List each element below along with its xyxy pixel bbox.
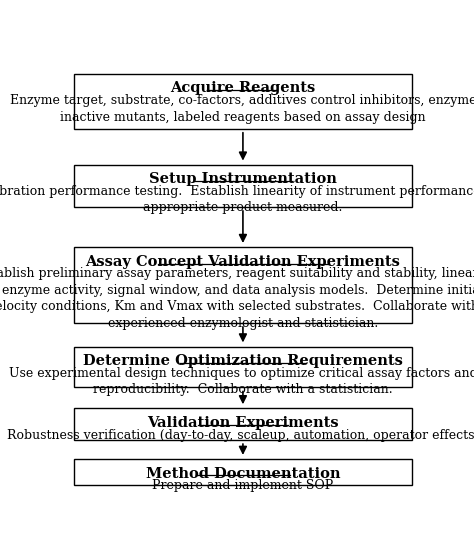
Text: Method Documentation: Method Documentation (146, 467, 340, 480)
Text: Robustness verification (day-to-day, scaleup, automation, operator effects): Robustness verification (day-to-day, sca… (7, 429, 474, 442)
Text: Acquire Reagents: Acquire Reagents (170, 81, 316, 96)
Bar (74, 347, 412, 387)
Text: Assay Concept Validation Experiments: Assay Concept Validation Experiments (85, 254, 401, 269)
Text: Prepare and implement SOP: Prepare and implement SOP (152, 479, 334, 492)
Text: Establish preliminary assay parameters, reagent suitability and stability, linea: Establish preliminary assay parameters, … (0, 268, 474, 330)
Bar (74, 165, 412, 207)
Text: Use experimental design techniques to optimize critical assay factors and
reprod: Use experimental design techniques to op… (9, 367, 474, 396)
Bar (74, 408, 412, 440)
Text: Enzyme target, substrate, co-factors, additives control inhibitors, enzyme
inact: Enzyme target, substrate, co-factors, ad… (9, 94, 474, 123)
Text: Validation Experiments: Validation Experiments (147, 416, 339, 430)
Text: Setup Instrumentation: Setup Instrumentation (149, 173, 337, 186)
Bar (74, 459, 412, 485)
Bar (74, 74, 412, 128)
Text: Determine Optimization Requirements: Determine Optimization Requirements (83, 354, 403, 368)
Bar (74, 247, 412, 323)
Text: Calibration performance testing.  Establish linearity of instrument performance : Calibration performance testing. Establi… (0, 185, 474, 215)
